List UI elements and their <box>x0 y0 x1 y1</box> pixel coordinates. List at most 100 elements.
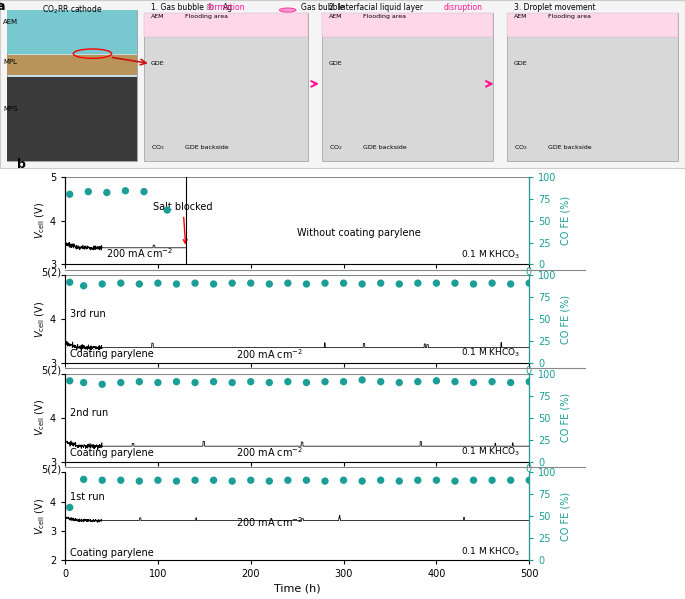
Point <box>524 377 535 386</box>
Text: 3rd run: 3rd run <box>70 309 105 319</box>
Point <box>375 279 386 288</box>
Text: MPS: MPS <box>3 106 18 112</box>
Text: formation: formation <box>208 4 246 13</box>
Point <box>97 476 108 485</box>
Point <box>394 279 405 289</box>
Y-axis label: CO FE (%): CO FE (%) <box>561 196 571 245</box>
Text: CO$_2$RR cathode: CO$_2$RR cathode <box>42 4 102 16</box>
Text: GDE: GDE <box>514 61 527 66</box>
Text: 2nd run: 2nd run <box>70 408 108 418</box>
Point <box>505 476 516 485</box>
Point <box>64 503 75 512</box>
Point <box>171 377 182 386</box>
Point <box>208 279 219 289</box>
Text: a: a <box>0 0 5 13</box>
Point <box>338 377 349 386</box>
Text: MPL: MPL <box>3 59 17 65</box>
Point <box>162 205 173 215</box>
Text: GDE: GDE <box>151 61 164 66</box>
Point <box>468 378 479 388</box>
Text: 5(2): 5(2) <box>42 464 62 474</box>
Point <box>412 279 423 288</box>
Point <box>375 476 386 485</box>
Point <box>282 476 293 485</box>
Text: Salt blocked: Salt blocked <box>153 202 213 243</box>
Point <box>431 279 442 288</box>
Text: 0.1 M KHCO$_3$: 0.1 M KHCO$_3$ <box>460 249 520 261</box>
Text: GDE backside: GDE backside <box>363 145 407 150</box>
Y-axis label: CO FE (%): CO FE (%) <box>561 295 571 344</box>
Bar <box>7 55 137 75</box>
Point <box>357 476 368 486</box>
Text: Coating parylene: Coating parylene <box>70 448 153 458</box>
Point <box>338 279 349 288</box>
Text: 0: 0 <box>526 365 532 376</box>
X-axis label: Time (h): Time (h) <box>274 583 321 593</box>
Point <box>264 378 275 388</box>
Point <box>208 476 219 485</box>
Point <box>115 279 126 288</box>
Text: AEM: AEM <box>514 14 527 19</box>
Point <box>97 279 108 289</box>
Point <box>486 377 497 386</box>
Point <box>153 476 164 485</box>
Point <box>134 476 145 486</box>
Point <box>394 378 405 388</box>
Text: AEM: AEM <box>3 19 18 25</box>
Point <box>264 279 275 289</box>
Point <box>282 377 293 386</box>
Text: 200 mA cm$^{-2}$: 200 mA cm$^{-2}$ <box>105 246 173 260</box>
Text: 200 mA cm$^{-2}$: 200 mA cm$^{-2}$ <box>236 347 303 361</box>
Bar <box>144 13 308 161</box>
Point <box>319 476 330 486</box>
Bar <box>7 10 137 54</box>
Text: 0.1 M KHCO$_3$: 0.1 M KHCO$_3$ <box>460 545 520 558</box>
Bar <box>507 13 678 37</box>
Point <box>486 279 497 288</box>
Text: ⊞: ⊞ <box>206 4 213 13</box>
Point <box>83 187 94 196</box>
Point <box>134 377 145 386</box>
Text: AEM: AEM <box>329 14 342 19</box>
Text: Flooding area: Flooding area <box>363 14 406 19</box>
Text: CO$_2$: CO$_2$ <box>329 143 342 152</box>
Point <box>375 377 386 386</box>
Text: GDE backside: GDE backside <box>185 145 229 150</box>
Point <box>78 378 89 388</box>
Y-axis label: $V_\mathrm{cell}$ (V): $V_\mathrm{cell}$ (V) <box>34 202 47 239</box>
Point <box>245 377 256 386</box>
Point <box>64 376 75 386</box>
Text: GDE backside: GDE backside <box>548 145 592 150</box>
Point <box>153 279 164 288</box>
Text: Without coating parylene: Without coating parylene <box>297 228 421 238</box>
Point <box>468 476 479 485</box>
Text: 5(2): 5(2) <box>42 365 62 376</box>
Bar <box>322 13 493 37</box>
Text: 0.1 M KHCO$_3$: 0.1 M KHCO$_3$ <box>460 347 520 359</box>
Bar <box>144 13 308 37</box>
Point <box>357 375 368 385</box>
Point <box>138 187 149 196</box>
Text: 0.1 M KHCO$_3$: 0.1 M KHCO$_3$ <box>460 446 520 458</box>
Text: Coating parylene: Coating parylene <box>70 547 153 558</box>
Point <box>524 279 535 288</box>
Point <box>301 476 312 485</box>
Point <box>227 378 238 388</box>
Text: CO$_2$: CO$_2$ <box>514 143 527 152</box>
Point <box>301 279 312 289</box>
Text: 1. Gas bubble: 1. Gas bubble <box>151 4 206 13</box>
Y-axis label: $V_\mathrm{cell}$ (V): $V_\mathrm{cell}$ (V) <box>34 301 47 338</box>
Text: disruption: disruption <box>444 4 483 13</box>
Y-axis label: CO FE (%): CO FE (%) <box>561 393 571 442</box>
Y-axis label: CO FE (%): CO FE (%) <box>561 492 571 541</box>
Bar <box>322 13 493 161</box>
Text: Coating parylene: Coating parylene <box>70 349 153 359</box>
Point <box>505 279 516 289</box>
Bar <box>507 13 678 161</box>
Text: 200 mA cm$^{-2}$: 200 mA cm$^{-2}$ <box>236 516 303 530</box>
Text: 0: 0 <box>526 267 532 277</box>
Text: Flooding area: Flooding area <box>185 14 228 19</box>
Point <box>115 476 126 485</box>
Point <box>264 476 275 486</box>
Point <box>486 476 497 485</box>
